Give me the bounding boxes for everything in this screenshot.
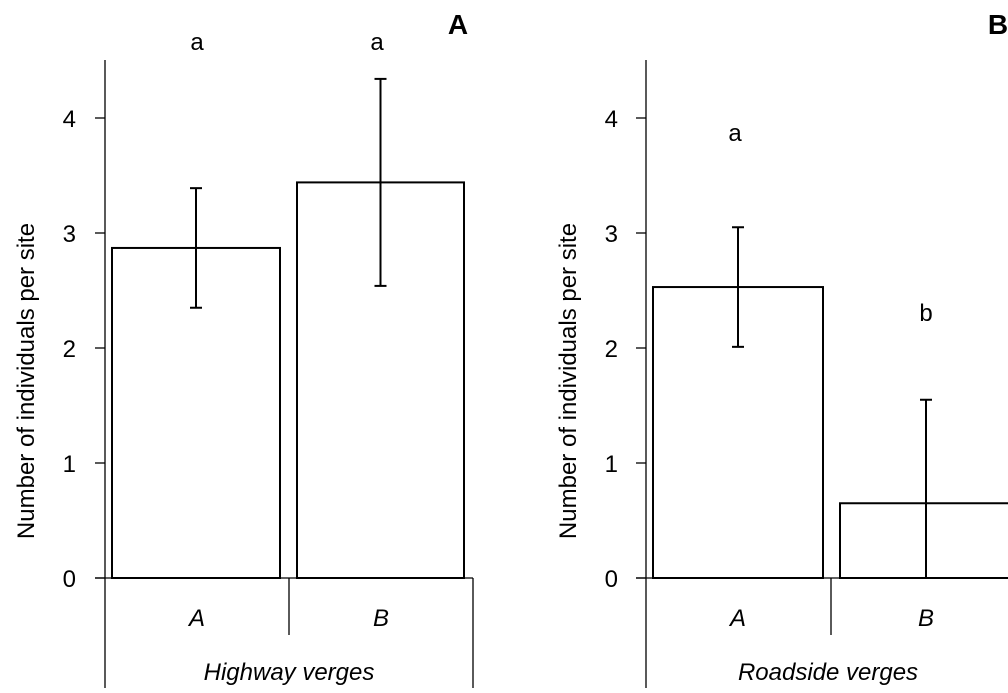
panel-a-category-label-a: A <box>187 605 205 632</box>
panel-b-group-label: Roadside verges <box>738 659 918 686</box>
panel-a-y-axis: 0 1 2 3 4 <box>63 60 106 688</box>
panel-b-error-bar-b <box>920 398 932 578</box>
panel-a: A Number of individuals per site 0 1 2 3… <box>13 9 474 688</box>
panel-a-tick-label-1: 1 <box>63 451 76 478</box>
panel-b-tick-label-0: 0 <box>605 566 618 593</box>
panel-b: B Number of individuals per site 0 1 2 3… <box>555 9 1008 688</box>
panel-a-y-axis-label: Number of individuals per site <box>13 223 40 539</box>
panel-a-tick-label-2: 2 <box>63 336 76 363</box>
panel-a-category-label-b: B <box>373 605 389 632</box>
panel-b-error-bar-a <box>732 226 744 348</box>
panel-b-tick-label-3: 3 <box>605 221 618 248</box>
panel-a-tick-label-4: 4 <box>63 106 76 133</box>
panel-b-category-label-a: A <box>728 605 746 632</box>
panel-b-y-axis-label: Number of individuals per site <box>555 223 582 539</box>
panel-b-category-label-b: B <box>918 605 934 632</box>
panel-b-y-axis: 0 1 2 3 4 <box>605 60 647 688</box>
panel-a-error-bar-b <box>374 77 387 287</box>
panel-a-tick-label-0: 0 <box>63 566 76 593</box>
panel-b-tick-label-1: 1 <box>605 451 618 478</box>
panel-a-group-label: Highway verges <box>204 659 375 686</box>
panel-a-letter-b: a <box>370 29 384 56</box>
panel-a-error-bar-a <box>190 187 202 309</box>
panel-b-label: B <box>988 9 1008 40</box>
panel-b-bar-b <box>839 502 1008 579</box>
panel-b-letter-a: a <box>728 120 742 147</box>
panel-b-tick-label-4: 4 <box>605 106 618 133</box>
panel-a-label: A <box>448 9 468 40</box>
panel-b-tick-label-2: 2 <box>605 336 618 363</box>
panel-b-letter-b: b <box>919 300 932 327</box>
panel-a-tick-label-3: 3 <box>63 221 76 248</box>
panel-a-letter-a: a <box>190 29 204 56</box>
